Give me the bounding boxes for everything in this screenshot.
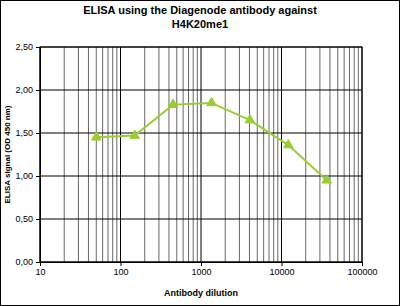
y-tick-mark: [36, 219, 40, 220]
x-axis-title: Antibody dilution: [164, 288, 238, 298]
x-axis: 10 100 1000 10000 100000: [35, 262, 377, 277]
y-tick: 0,50: [15, 214, 40, 224]
x-tick: 1000: [191, 262, 211, 277]
x-grid-line: [281, 47, 282, 262]
title-line: ELISA using the Diagenode antibody again…: [83, 4, 317, 16]
x-tick: 100000: [347, 262, 377, 277]
x-tick-label: 100: [113, 267, 128, 277]
minor-grid-line: [197, 47, 198, 262]
minor-grid-line: [349, 47, 350, 262]
minor-grid-line: [305, 47, 306, 262]
minor-grid-line: [78, 47, 79, 262]
minor-grid-line: [116, 47, 117, 262]
y-tick: 2,50: [15, 42, 40, 52]
minor-grid-line: [273, 47, 274, 262]
minor-grid-line: [108, 47, 109, 262]
x-tick-label: 1000: [191, 267, 211, 277]
y-grid-line: [40, 176, 362, 177]
y-axis: 0,00 0,50 1,00 1,50 2,00 2,50: [15, 42, 40, 267]
minor-grid-line: [257, 47, 258, 262]
minor-grid-line: [337, 47, 338, 262]
x-grid-line: [201, 47, 202, 262]
minor-grid-line: [354, 47, 355, 262]
x-tick-mark: [282, 262, 283, 266]
series-line: [96, 103, 326, 180]
data-point: [130, 130, 140, 138]
minor-grid-line: [277, 47, 278, 262]
plot-background: [40, 47, 362, 262]
y-tick-mark: [36, 47, 40, 48]
minor-grid-line: [344, 47, 345, 262]
y-tick-mark: [36, 176, 40, 177]
x-axis-line: [41, 263, 363, 267]
minor-grid-line: [144, 47, 145, 262]
minor-grid-line: [158, 47, 159, 262]
y-grid-line: [40, 90, 362, 91]
y-tick-label: 1,00: [15, 171, 33, 181]
data-point: [168, 99, 178, 107]
y-grid-line: [40, 133, 362, 134]
x-tick-mark: [121, 262, 122, 266]
plot-frame: [40, 47, 362, 262]
y-tick: 1,00: [15, 171, 40, 181]
y-tick: 0,00: [15, 257, 40, 267]
minor-grid-line: [102, 47, 103, 262]
marks: [91, 97, 331, 183]
x-tick-label: 10000: [269, 267, 294, 277]
minor-grid-line: [225, 47, 226, 262]
minor-grid-line: [168, 47, 169, 262]
y-tick-mark: [36, 133, 40, 134]
minor-grid-line: [183, 47, 184, 262]
x-tick: 10000: [269, 262, 294, 277]
minor-grid-line: [329, 47, 330, 262]
title-line: H4K20me1: [172, 18, 228, 30]
x-tick-mark: [362, 262, 363, 266]
y-tick-mark: [36, 90, 40, 91]
data-point: [91, 132, 101, 140]
data-point: [245, 115, 255, 123]
title: ELISA using the Diagenode antibody again…: [83, 4, 317, 30]
y-axis-title: ELISA signal (OD 450 nm): [3, 105, 12, 203]
y-tick-mark: [36, 262, 40, 263]
y-tick: 1,50: [15, 128, 40, 138]
minor-grid-line: [263, 47, 264, 262]
y-tick-label: 2,50: [15, 42, 33, 52]
y-tick-label: 1,50: [15, 128, 33, 138]
grid: [40, 47, 362, 262]
x-tick-label: 100000: [347, 267, 377, 277]
data-point: [207, 97, 217, 105]
minor-grid-line: [88, 47, 89, 262]
minor-grid-line: [319, 47, 320, 262]
chart-frame: [1, 1, 400, 306]
plot: 10 100 1000 10000 100000 0,00 0,50 1,00 1,50 2,00…: [15, 42, 377, 277]
y-grid-line: [40, 219, 362, 220]
minor-grid-line: [249, 47, 250, 262]
y-tick: 2,00: [15, 85, 40, 95]
data-point: [284, 139, 294, 147]
data-point: [322, 175, 332, 183]
y-tick-label: 0,00: [15, 257, 33, 267]
minor-grid-line: [64, 47, 65, 262]
chart: 10 100 1000 10000 100000 0,00 0,50 1,00 1,50 2,00…: [0, 0, 400, 306]
minor-grid-line: [239, 47, 240, 262]
minor-grid-line: [188, 47, 189, 262]
x-tick: 100: [113, 262, 128, 277]
minor-grid-line: [358, 47, 359, 262]
x-tick-mark: [201, 262, 202, 266]
y-axis-line: [36, 48, 41, 263]
x-tick-label: 10: [35, 267, 45, 277]
minor-grid-line: [112, 47, 113, 262]
x-tick: 10: [35, 262, 45, 277]
minor-grid-line: [96, 47, 97, 262]
minor-grid-line: [269, 47, 270, 262]
y-tick-label: 2,00: [15, 85, 33, 95]
x-grid-line: [120, 47, 121, 262]
minor-grid-line: [193, 47, 194, 262]
y-tick-label: 0,50: [15, 214, 33, 224]
minor-grid-line: [176, 47, 177, 262]
